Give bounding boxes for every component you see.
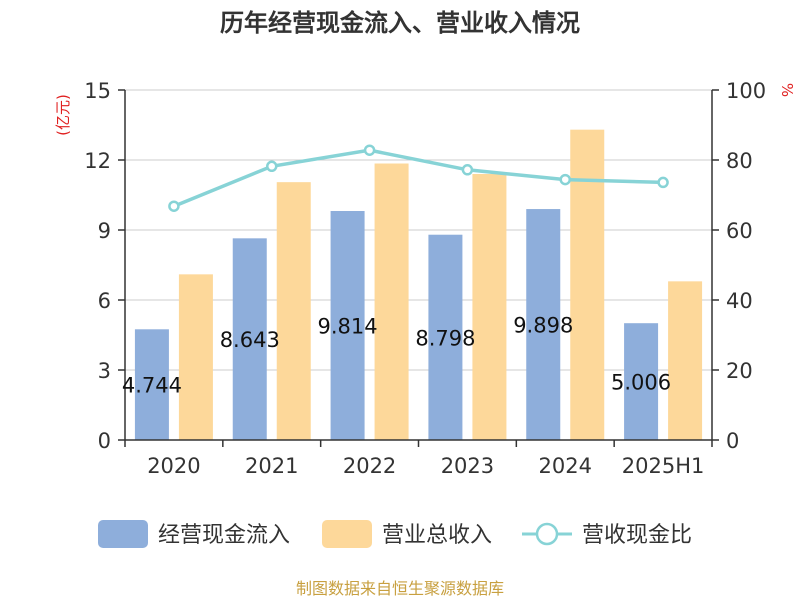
x-axis-tick-label: 2021 [245, 454, 298, 478]
legend-cash-inflow[interactable]: 经营现金流入 [98, 520, 290, 548]
legend[interactable]: 经营现金流入 营业总收入 营收现金比 [98, 520, 692, 548]
x-axis-tick-label: 2022 [343, 454, 396, 478]
revenue-bar[interactable] [178, 274, 213, 440]
right-axis-tick-label: 0 [726, 429, 739, 453]
left-axis-unit: (亿元) [54, 94, 72, 136]
data-source-note: 制图数据来自恒生聚源数据库 [296, 579, 504, 598]
revenue-bar[interactable] [472, 174, 507, 440]
revenue-bar[interactable] [276, 182, 311, 440]
cash-inflow-data-label: 9.814 [318, 315, 378, 339]
revenue-bar[interactable] [374, 163, 409, 441]
right-axis-unit: % [778, 83, 796, 97]
ratio-point[interactable] [168, 200, 180, 212]
cash-inflow-data-label: 8.643 [220, 328, 280, 352]
legend-swatch [98, 520, 148, 548]
right-axis-tick-label: 40 [726, 289, 753, 313]
bar-series-group [134, 129, 703, 441]
left-axis-tick-label: 6 [98, 289, 111, 313]
revenue-bar[interactable] [570, 129, 605, 440]
cash-inflow-bar[interactable] [134, 329, 169, 440]
ratio-point[interactable] [363, 144, 376, 156]
ratio-line-series [168, 144, 669, 212]
data-labels: 4.744 8.643 9.814 8.798 9.898 5.006 [122, 314, 671, 398]
x-axis-tick-label: 2024 [539, 454, 592, 478]
chart-title: 历年经营现金流入、营业收入情况 [220, 9, 580, 37]
ratio-line [173, 148, 664, 208]
cash-inflow-bar[interactable] [624, 323, 659, 440]
revenue-bar[interactable] [668, 281, 703, 440]
left-axis-tick-label: 0 [98, 429, 111, 453]
legend-label: 经营现金流入 [158, 523, 290, 548]
ratio-point[interactable] [657, 176, 669, 189]
legend-ratio[interactable]: 营收现金比 [522, 522, 692, 548]
cash-inflow-data-label: 5.006 [611, 371, 671, 395]
cash-inflow-bar[interactable] [330, 211, 365, 440]
cash-inflow-data-label: 8.798 [415, 326, 475, 350]
cash-inflow-bar[interactable] [232, 238, 267, 440]
legend-label: 营收现金比 [582, 523, 692, 548]
cash-inflow-bar[interactable] [526, 209, 561, 440]
legend-swatch [322, 520, 372, 548]
left-axis-tick-label: 3 [98, 359, 111, 383]
cash-inflow-bar[interactable] [428, 234, 463, 440]
legend-label: 营业总收入 [382, 523, 492, 548]
ratio-point[interactable] [266, 160, 278, 173]
cash-inflow-data-label: 4.744 [122, 374, 182, 398]
ratio-point[interactable] [461, 164, 474, 176]
legend-marker [535, 522, 559, 546]
ratio-point[interactable] [559, 173, 571, 186]
x-axis-tick-label: 2025H1 [622, 454, 705, 478]
right-axis-tick-label: 100 [726, 79, 766, 103]
cash-inflow-data-label: 9.898 [513, 314, 573, 338]
right-axis-tick-label: 20 [726, 359, 753, 383]
x-axis-tick-label: 2023 [441, 454, 494, 478]
legend-revenue[interactable]: 营业总收入 [322, 520, 492, 548]
left-axis-tick-label: 9 [98, 219, 111, 243]
grid-lines [125, 89, 712, 371]
left-axis-tick-label: 15 [84, 79, 111, 103]
left-axis-tick-label: 12 [84, 149, 111, 173]
right-axis-tick-label: 60 [726, 219, 753, 243]
axes: 0 3 6 9 12 15 0 20 40 60 80 100 2020 2021 2022 2023 2024… [84, 79, 766, 478]
right-axis-tick-label: 80 [726, 149, 753, 173]
x-axis-tick-label: 2020 [147, 454, 200, 478]
